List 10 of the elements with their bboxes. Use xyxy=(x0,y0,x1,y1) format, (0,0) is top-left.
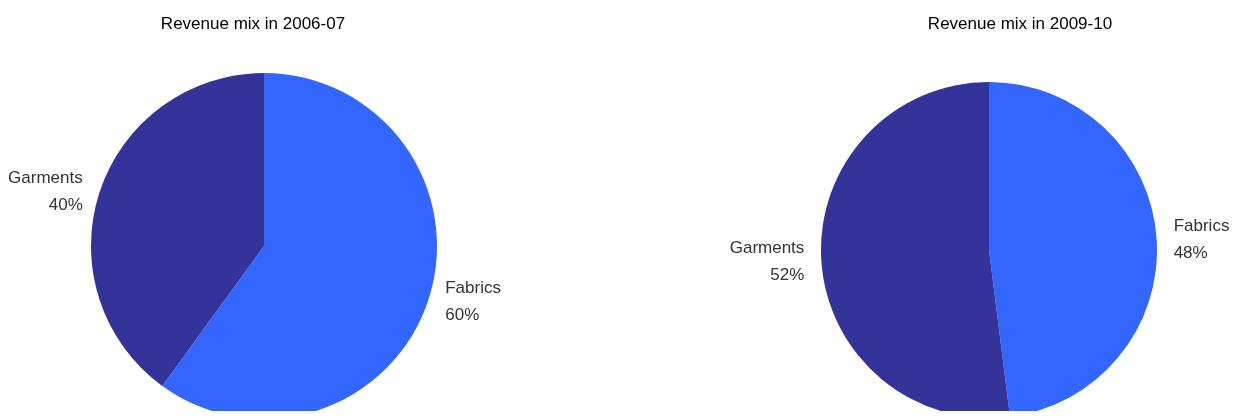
slice-label: Garments xyxy=(729,237,805,257)
data-label: 52% xyxy=(770,264,805,284)
data-label: 60% xyxy=(445,305,480,325)
chart-title: Revenue mix in 2009-10 xyxy=(927,14,1113,33)
data-label: 40% xyxy=(48,194,83,214)
data-label: 48% xyxy=(1173,243,1208,263)
slice-label: Fabrics xyxy=(1173,216,1230,236)
chart-title: Revenue mix in 2006-07 xyxy=(160,14,346,33)
slice-label: Fabrics xyxy=(445,278,501,298)
slice-label: Garments xyxy=(8,167,83,187)
